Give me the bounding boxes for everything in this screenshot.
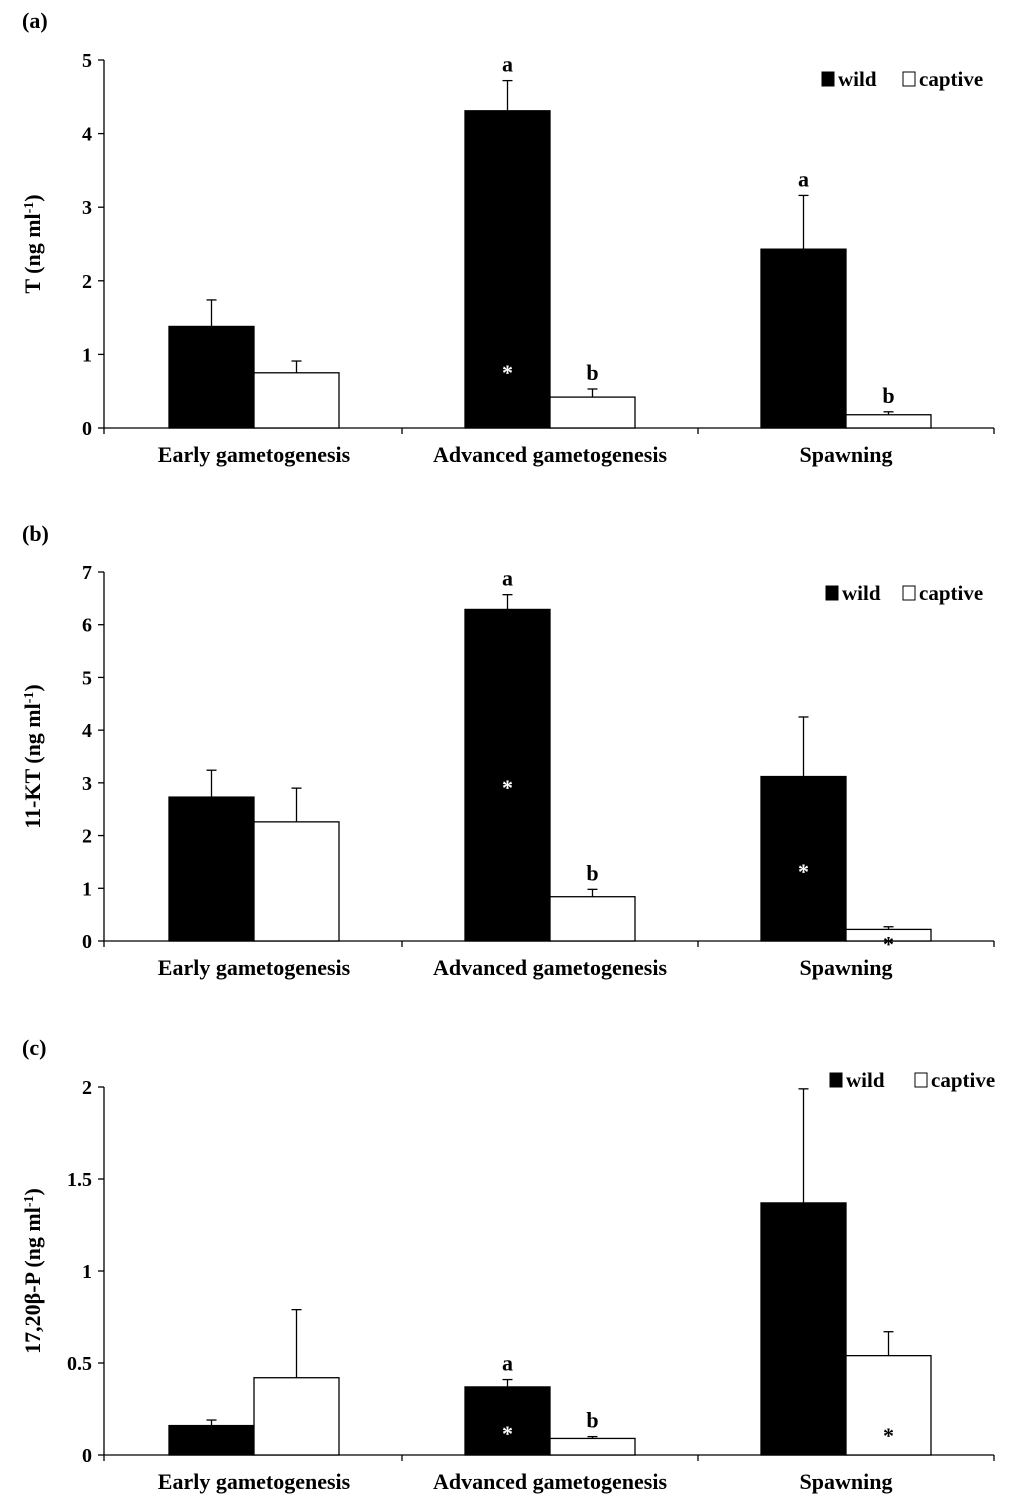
- legend-label-captive: captive: [919, 67, 983, 91]
- legend-label-wild: wild: [838, 67, 877, 91]
- bar-wild: [168, 325, 255, 429]
- bar-wild: [760, 248, 847, 429]
- y-axis-title: 11-KT (ng ml-1): [20, 684, 45, 829]
- y-tick-label: 2: [82, 1077, 92, 1099]
- x-tick-label: Spawning: [800, 955, 893, 980]
- x-tick-label: Advanced gametogenesis: [433, 1469, 667, 1494]
- y-tick-label: 4: [82, 720, 92, 742]
- legend-label-captive: captive: [919, 581, 983, 605]
- bar-wild: [168, 1424, 255, 1456]
- y-tick-label: 5: [82, 667, 92, 689]
- x-tick-label: Advanced gametogenesis: [433, 955, 667, 980]
- bar-wild: [760, 775, 847, 942]
- bar-captive: [549, 1437, 636, 1456]
- bar-wild: [168, 796, 255, 942]
- legend-label-captive: captive: [931, 1068, 995, 1092]
- legend-label-wild: wild: [842, 581, 881, 605]
- legend-label-wild: wild: [846, 1068, 885, 1092]
- bar-captive: [253, 1377, 340, 1456]
- x-tick-label: Advanced gametogenesis: [433, 442, 667, 467]
- y-tick-label: 3: [82, 773, 92, 795]
- panel-b: (b) 0 1 2 3 4 5 6 7 11-KT (ng ml-1) Early gametoge…: [20, 521, 995, 980]
- significance-star: *: [798, 859, 809, 884]
- significance-letter: b: [882, 383, 894, 408]
- y-tick-label: 0: [82, 1445, 92, 1467]
- significance-star: *: [502, 360, 513, 385]
- x-tick-label: Early gametogenesis: [158, 955, 351, 980]
- significance-letter: a: [798, 166, 809, 191]
- y-tick-label: 1: [82, 1261, 92, 1283]
- bar-wild: [464, 608, 551, 942]
- significance-letter: b: [586, 860, 598, 885]
- y-tick-label: 7: [82, 562, 92, 584]
- significance-letter: b: [586, 360, 598, 385]
- significance-star: *: [502, 775, 513, 800]
- panel-label: (b): [22, 521, 49, 546]
- legend-swatch-wild: [829, 1072, 843, 1088]
- legend-swatch-captive: [902, 585, 916, 601]
- x-tick-label: Early gametogenesis: [158, 1469, 351, 1494]
- bar-captive: [253, 821, 340, 942]
- bar-captive: [845, 414, 932, 429]
- bar-captive: [845, 1354, 932, 1456]
- panel-a: (a) 0 1 2 3 4 5 T (ng ml-1) Early gametogenesis a…: [20, 8, 995, 467]
- x-tick-label: Spawning: [800, 442, 893, 467]
- significance-letter: a: [502, 52, 513, 77]
- significance-star: *: [883, 931, 894, 956]
- bar-wild: [760, 1202, 847, 1456]
- significance-letter: b: [586, 1408, 598, 1433]
- x-tick-label: Early gametogenesis: [158, 442, 351, 467]
- y-tick-label: 6: [82, 615, 92, 637]
- legend-swatch-captive: [914, 1072, 928, 1088]
- y-tick-label: 1: [82, 344, 92, 366]
- y-tick-label: 1.5: [67, 1169, 92, 1191]
- y-tick-label: 5: [82, 50, 92, 72]
- y-tick-label: 2: [82, 271, 92, 293]
- legend-swatch-wild: [821, 71, 835, 87]
- y-axis-title: T (ng ml-1): [20, 194, 45, 293]
- x-tick-label: Spawning: [800, 1469, 893, 1494]
- legend-swatch-wild: [825, 585, 839, 601]
- y-tick-label: 3: [82, 197, 92, 219]
- y-axis-title: 17,20β-P (ng ml-1): [20, 1188, 45, 1354]
- y-tick-label: 2: [82, 826, 92, 848]
- y-tick-label: 0: [82, 931, 92, 953]
- bar-captive: [253, 372, 340, 429]
- bar-wild: [464, 110, 551, 429]
- panel-label: (a): [22, 8, 48, 33]
- y-tick-label: 1: [82, 878, 92, 900]
- panel-c: (c) 0 0.5 1 1.5 2 17,20β-P (ng ml-1) Early game…: [20, 1035, 995, 1494]
- significance-star: *: [883, 1423, 894, 1448]
- y-tick-label: 0.5: [67, 1353, 92, 1375]
- significance-letter: a: [502, 1351, 513, 1376]
- legend-swatch-captive: [902, 71, 916, 87]
- y-tick-label: 4: [82, 124, 92, 146]
- y-tick-label: 0: [82, 418, 92, 440]
- bar-captive: [549, 896, 636, 942]
- panel-label: (c): [22, 1035, 46, 1060]
- bar-captive: [549, 396, 636, 429]
- significance-letter: a: [502, 566, 513, 591]
- significance-star: *: [502, 1421, 513, 1446]
